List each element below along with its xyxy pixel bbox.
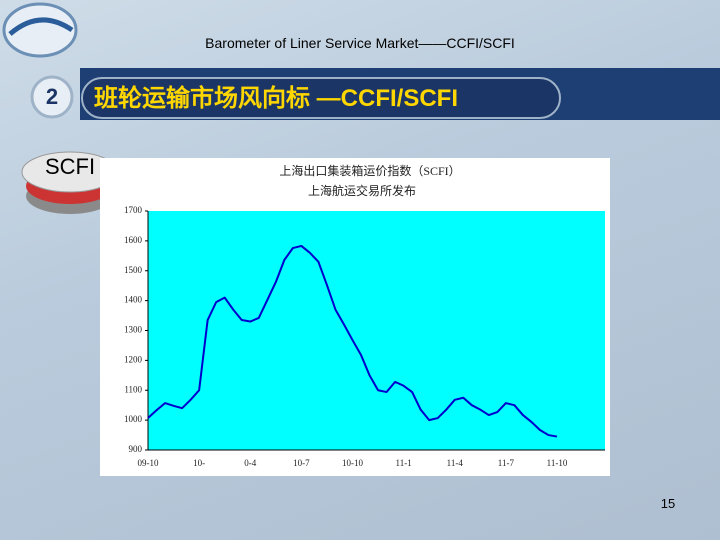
y-tick-label: 1600 xyxy=(124,235,143,245)
x-tick-label: 09-10 xyxy=(138,458,159,468)
header: Barometer of Liner Service Market——CCFI/… xyxy=(205,35,515,51)
y-tick-label: 1200 xyxy=(124,354,143,364)
y-tick-label: 1300 xyxy=(124,325,143,335)
y-tick-label: 1000 xyxy=(124,414,143,424)
page-number: 15 xyxy=(661,496,675,511)
x-tick-label: 10- xyxy=(193,458,205,468)
section-title: 班轮运输市场风向标 —CCFI/SCFI xyxy=(94,84,458,112)
x-tick-label: 11-7 xyxy=(498,458,515,468)
x-tick-label: 11-1 xyxy=(396,458,412,468)
chart-subtitle: 上海航运交易所发布 xyxy=(308,183,416,198)
logo-swoosh xyxy=(8,17,74,36)
x-tick-label: 10-7 xyxy=(293,458,310,468)
section-pill xyxy=(81,77,561,119)
y-tick-label: 1400 xyxy=(124,295,143,305)
chart-title: 上海出口集装箱运价指数（SCFI） xyxy=(279,163,460,178)
x-tick-label: 11-10 xyxy=(547,458,568,468)
y-tick-label: 1500 xyxy=(124,265,143,275)
y-tick-label: 1100 xyxy=(124,384,142,394)
y-tick-label: 1700 xyxy=(124,205,143,215)
plot-area xyxy=(148,211,605,450)
line-series xyxy=(147,244,558,438)
logo xyxy=(2,2,78,58)
x-tick-label: 0-4 xyxy=(244,458,256,468)
chart: 上海出口集装箱运价指数（SCFI） 上海航运交易所发布 900 1000 1100 1… xyxy=(100,158,610,476)
x-tick-label: 10-10 xyxy=(342,458,363,468)
section-circle xyxy=(30,75,74,119)
icon-label: SCFI xyxy=(45,154,95,179)
x-tick-label: 11-4 xyxy=(447,458,464,468)
section-number: 2 xyxy=(46,84,58,109)
y-tick-label: 900 xyxy=(129,444,143,454)
